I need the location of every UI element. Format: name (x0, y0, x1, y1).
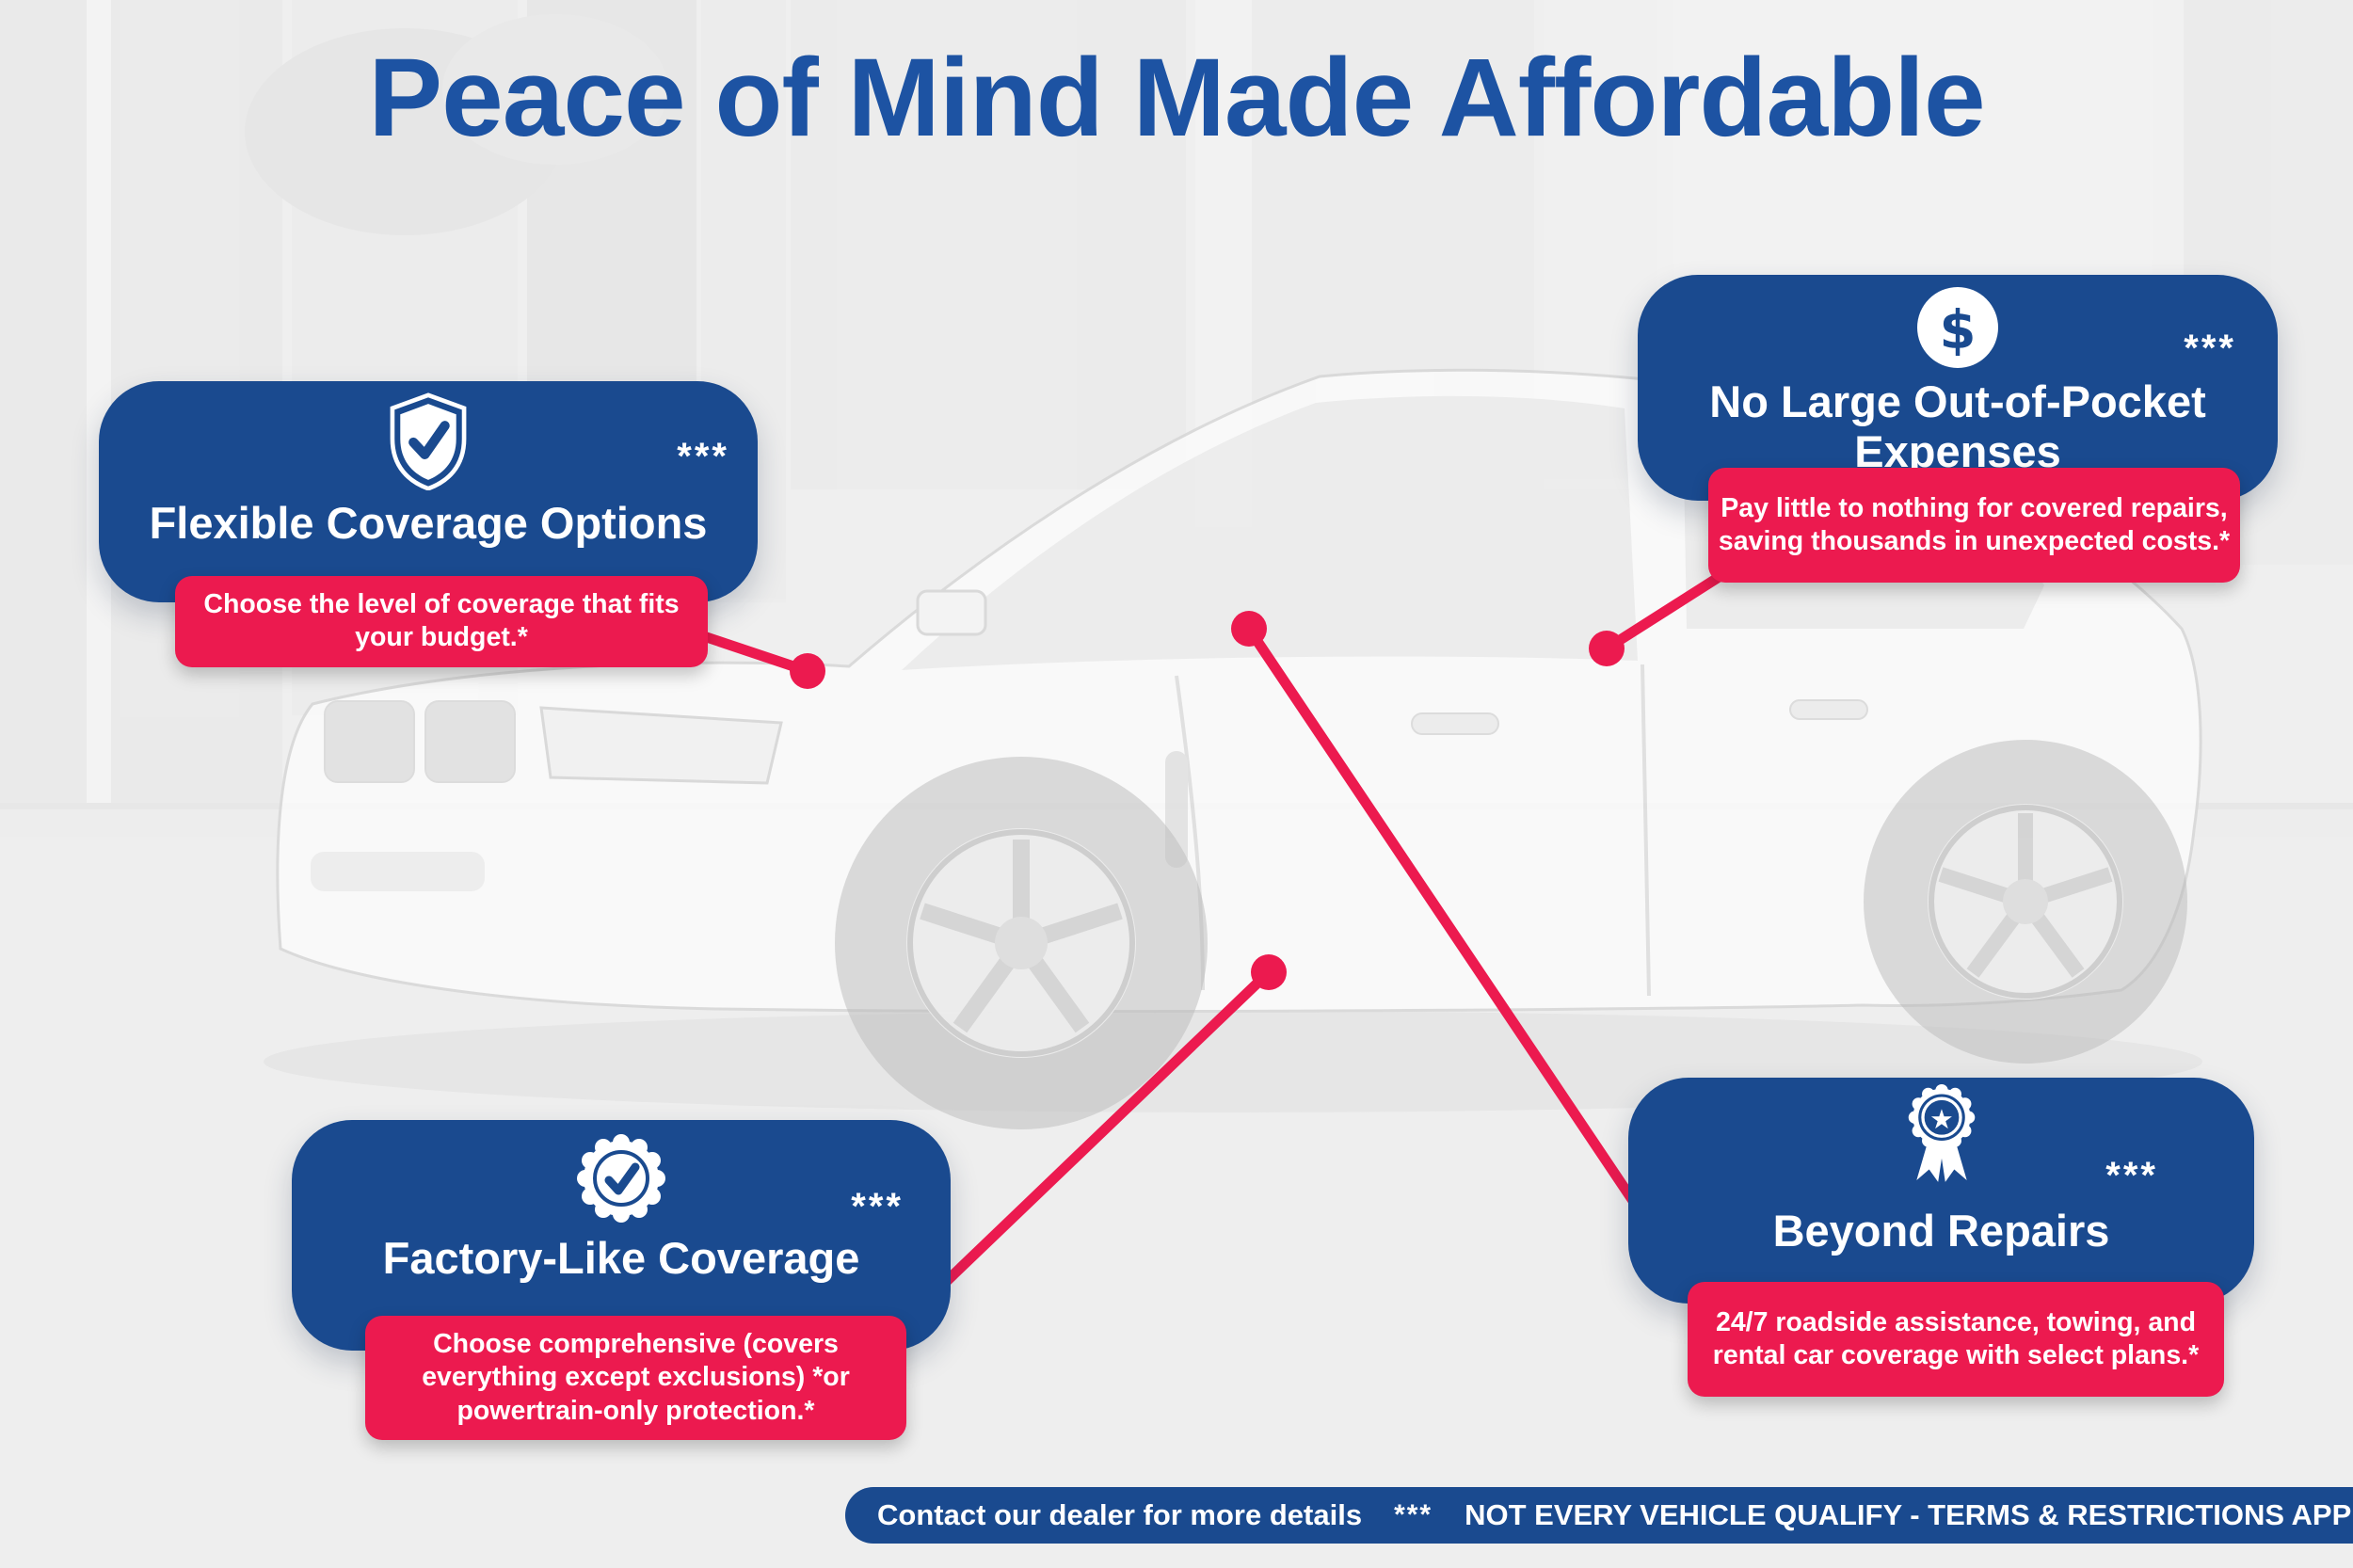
card-factory-like-coverage: Factory-Like Coverage *** (292, 1120, 951, 1351)
svg-text:$: $ (1940, 300, 1977, 361)
asterisks: *** (851, 1186, 904, 1227)
footer-contact-text: Contact our dealer for more details (877, 1498, 1363, 1531)
card-flexible-coverage: Flexible Coverage Options *** (99, 381, 758, 602)
shield-check-icon (383, 392, 473, 495)
asterisks: *** (2184, 328, 2236, 369)
card-heading: Flexible Coverage Options (149, 498, 708, 548)
card-heading: No Large Out-of-Pocket Expenses (1709, 376, 2206, 476)
card-no-large-expenses: $ No Large Out-of-Pocket Expenses *** (1638, 275, 2278, 501)
card-no-large-expenses-detail: Pay little to nothing for covered repair… (1708, 468, 2240, 583)
footer-disclaimer-text: NOT EVERY VEHICLE QUALIFY - TERMS & REST… (1465, 1498, 2353, 1531)
card-heading: Beyond Repairs (1772, 1206, 2110, 1256)
asterisks: *** (677, 436, 729, 477)
asterisks: *** (2105, 1155, 2158, 1196)
rear-wheel (1864, 740, 2187, 1064)
badge-check-icon (574, 1131, 668, 1230)
card-beyond-repairs-detail: 24/7 roadside assistance, towing, and re… (1688, 1282, 2224, 1397)
card-heading: Factory-Like Coverage (382, 1233, 860, 1283)
dollar-icon: $ (1916, 286, 1999, 374)
award-ribbon-icon: ★ (1897, 1083, 1987, 1203)
footer-asterisks: *** (1394, 1499, 1433, 1530)
card-beyond-repairs: ★ Beyond Repairs *** (1628, 1078, 2254, 1304)
svg-text:★: ★ (1929, 1103, 1954, 1135)
page-title: Peace of Mind Made Affordable (368, 36, 1985, 160)
card-flexible-coverage-detail: Choose the level of coverage that fits y… (175, 576, 708, 667)
card-factory-like-coverage-detail: Choose comprehensive (covers everything … (365, 1316, 906, 1440)
footer-disclaimer-bar: Contact our dealer for more details *** … (845, 1487, 2353, 1544)
